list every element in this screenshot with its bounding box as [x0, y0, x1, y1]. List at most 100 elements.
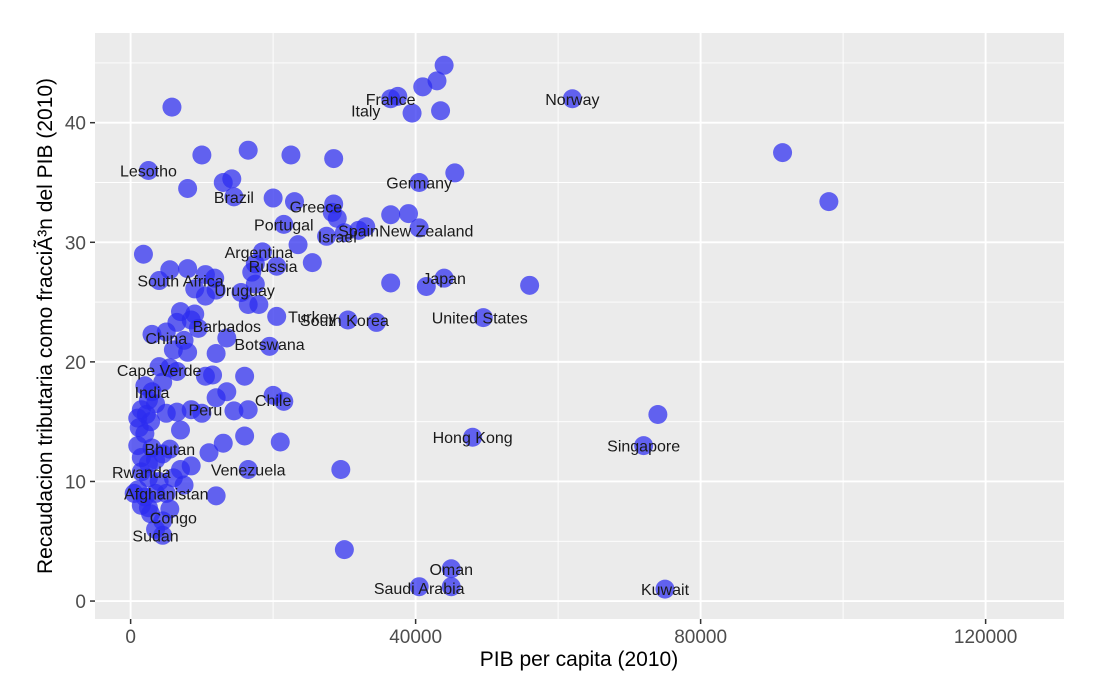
- data-point: [409, 172, 429, 192]
- data-point: [167, 402, 187, 422]
- data-point: [819, 192, 839, 212]
- data-point: [138, 161, 158, 181]
- data-point: [238, 140, 258, 160]
- data-point: [203, 365, 223, 385]
- x-tick-label: 0: [125, 627, 136, 648]
- point-label: Germany: [386, 175, 452, 192]
- point-label: Barbados: [193, 319, 262, 336]
- data-point: [520, 275, 540, 295]
- data-point: [235, 366, 255, 386]
- data-point: [224, 401, 244, 421]
- point-label: India: [135, 385, 170, 402]
- data-point: [409, 577, 429, 597]
- data-point: [174, 475, 194, 495]
- x-tick-label: 40000: [389, 627, 442, 648]
- data-point: [224, 187, 244, 207]
- data-point: [441, 577, 461, 597]
- data-point: [171, 420, 190, 440]
- data-point: [199, 443, 219, 463]
- data-point: [267, 256, 287, 276]
- point-label: Chile: [255, 393, 292, 410]
- point-label: Argentina: [225, 245, 294, 262]
- data-point: [388, 86, 408, 106]
- y-tick-label: 0: [75, 592, 86, 613]
- data-point: [327, 208, 347, 228]
- point-label: Uruguay: [214, 283, 274, 300]
- data-point: [434, 268, 454, 288]
- point-label: Portugal: [254, 217, 314, 234]
- y-axis-ticks: 0 10 20 30 40: [65, 114, 95, 613]
- data-points: [124, 55, 839, 599]
- data-point: [178, 342, 198, 362]
- data-point: [156, 483, 176, 503]
- point-label: Afghanistan: [124, 486, 209, 503]
- x-tick-label: 120000: [954, 627, 1017, 648]
- point-label: Japan: [422, 271, 466, 288]
- point-label: Singapore: [607, 439, 680, 456]
- point-label: Turkey: [288, 309, 336, 326]
- data-point: [773, 143, 793, 163]
- y-tick-label: 10: [65, 472, 86, 493]
- data-point: [217, 382, 237, 402]
- data-point: [562, 89, 582, 109]
- point-label: South Africa: [137, 274, 223, 291]
- data-point: [402, 103, 422, 123]
- y-tick-label: 40: [65, 114, 86, 135]
- data-point: [463, 427, 483, 447]
- data-point: [445, 163, 465, 183]
- data-point: [238, 460, 258, 480]
- point-label: Hong Kong: [433, 430, 513, 447]
- point-label: Kuwait: [641, 582, 690, 599]
- data-point: [416, 277, 436, 297]
- point-label: New Zealand: [379, 223, 473, 240]
- point-label: Norway: [545, 92, 599, 109]
- x-tick-label: 80000: [674, 627, 727, 648]
- data-point: [334, 540, 354, 560]
- point-label: Israel: [318, 229, 357, 246]
- data-point: [162, 97, 182, 117]
- point-label: Italy: [351, 104, 380, 121]
- data-point: [153, 525, 173, 545]
- point-label: Congo: [150, 510, 197, 527]
- data-point: [267, 306, 287, 326]
- data-point: [381, 273, 401, 293]
- data-point: [648, 404, 668, 424]
- point-label: Bhutan: [144, 442, 195, 459]
- data-point: [655, 579, 675, 599]
- panel-background: [95, 33, 1064, 619]
- data-point: [235, 426, 255, 446]
- point-label: Brazil: [214, 190, 254, 207]
- data-point: [366, 312, 386, 332]
- point-label: Saudi Arabia: [374, 581, 465, 598]
- data-point: [178, 178, 198, 198]
- point-label: United States: [432, 311, 528, 328]
- data-point: [441, 559, 461, 579]
- data-point: [356, 217, 376, 237]
- data-point: [413, 77, 433, 97]
- point-label: Oman: [429, 562, 473, 579]
- data-point: [281, 145, 301, 165]
- data-point: [302, 253, 322, 273]
- data-point: [324, 149, 344, 169]
- data-point: [167, 361, 187, 381]
- y-axis-title: Recaudacion tributaria como fracciÃ³n de…: [33, 78, 57, 574]
- data-point: [270, 432, 290, 452]
- x-axis-title: PIB per capita (2010): [480, 648, 678, 671]
- point-label: China: [145, 331, 187, 348]
- data-point: [434, 55, 454, 75]
- data-point: [338, 310, 358, 330]
- data-point: [192, 145, 212, 165]
- y-tick-label: 20: [65, 353, 86, 374]
- data-point: [146, 450, 166, 470]
- data-point: [188, 318, 208, 338]
- point-label: Venezuela: [211, 463, 286, 480]
- point-label: Cape Verde: [117, 363, 202, 380]
- data-point: [249, 294, 269, 314]
- grid-major: [95, 33, 1064, 619]
- data-point: [142, 324, 162, 344]
- data-point: [473, 308, 493, 328]
- data-point: [149, 271, 169, 291]
- data-point: [206, 280, 226, 300]
- data-point: [238, 400, 258, 420]
